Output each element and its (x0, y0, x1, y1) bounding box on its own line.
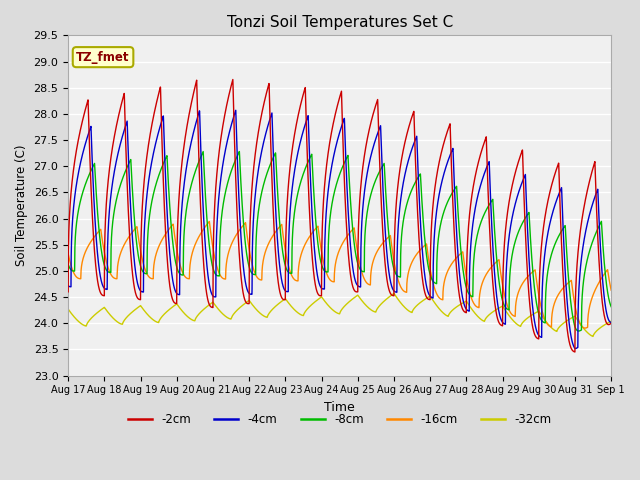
Legend: -2cm, -4cm, -8cm, -16cm, -32cm: -2cm, -4cm, -8cm, -16cm, -32cm (124, 408, 556, 431)
Text: TZ_fmet: TZ_fmet (76, 51, 130, 64)
Title: Tonzi Soil Temperatures Set C: Tonzi Soil Temperatures Set C (227, 15, 452, 30)
X-axis label: Time: Time (324, 401, 355, 414)
Y-axis label: Soil Temperature (C): Soil Temperature (C) (15, 144, 28, 266)
